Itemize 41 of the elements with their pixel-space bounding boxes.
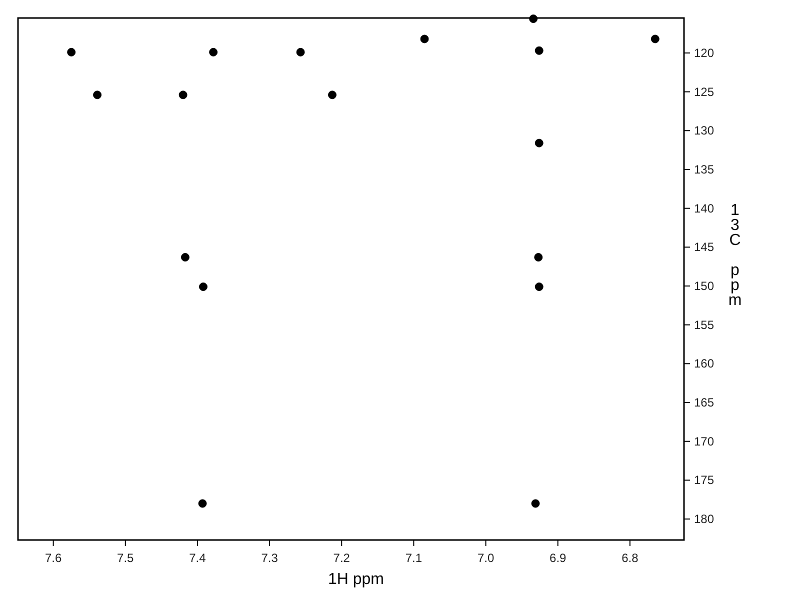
y-tick-label: 180 — [694, 512, 714, 526]
point — [420, 34, 429, 44]
y-tick-label: 130 — [694, 124, 714, 138]
point — [534, 253, 543, 262]
y-tick-label: 150 — [694, 278, 714, 293]
point — [93, 90, 102, 100]
y-tick-label: 165 — [694, 396, 714, 410]
x-axis-title: 1H ppm — [328, 571, 384, 588]
y-tick-label: 135 — [694, 162, 714, 176]
point — [534, 138, 544, 148]
y-tick-label: 145 — [694, 240, 714, 254]
x-tick-label: 7.1 — [405, 551, 422, 565]
x-tick-label: 7.5 — [117, 551, 134, 565]
point — [198, 499, 207, 508]
point — [534, 46, 544, 55]
y-tick-label: 120 — [694, 46, 714, 60]
y-tick-label: 175 — [694, 473, 714, 488]
x-tick-label: 6.9 — [550, 551, 567, 565]
point — [328, 90, 337, 100]
point — [296, 48, 305, 56]
x-tick-label: 7.2 — [333, 551, 350, 565]
point — [180, 253, 190, 262]
point — [534, 282, 544, 292]
y-tick-label: 125 — [694, 84, 714, 99]
point — [178, 90, 188, 100]
x-tick-label: 7.3 — [261, 551, 278, 565]
y-tick-label: 140 — [694, 201, 714, 216]
y-tick-label: 160 — [694, 356, 714, 371]
point — [531, 499, 540, 508]
point — [529, 14, 538, 24]
point — [67, 48, 76, 56]
point — [650, 34, 660, 44]
x-tick-label: 6.8 — [622, 551, 639, 565]
point — [198, 282, 208, 292]
x-tick-label: 7.0 — [477, 551, 494, 565]
y-tick-label: 170 — [694, 434, 714, 448]
x-tick-label: 7.6 — [44, 551, 62, 565]
x-tick-label: 7.4 — [189, 551, 206, 565]
y-axis-title: 13C ppm — [728, 202, 742, 309]
y-tick-label: 155 — [694, 318, 714, 332]
point — [209, 48, 218, 56]
